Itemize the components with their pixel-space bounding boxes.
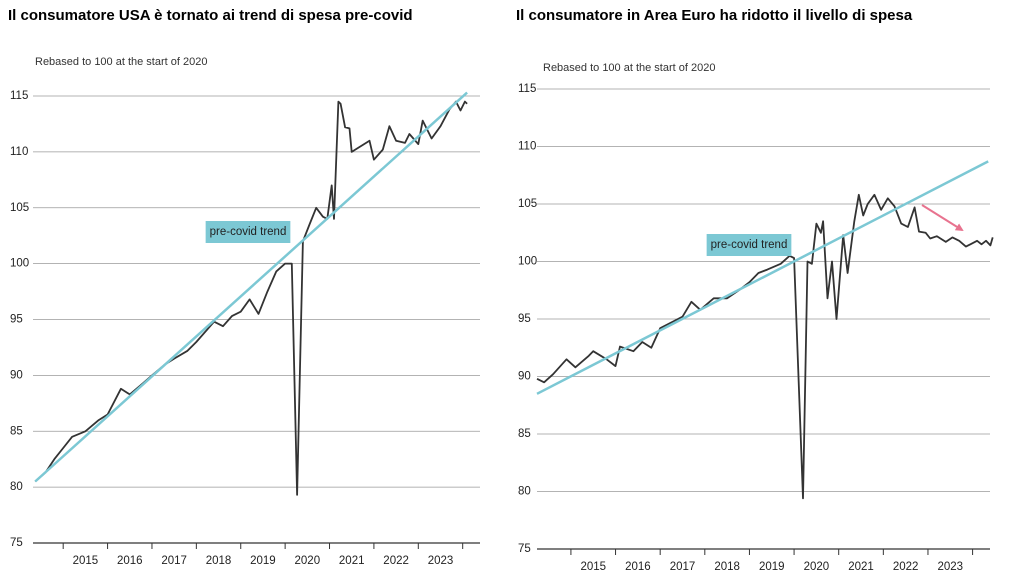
x-tick-label: 2015 bbox=[73, 555, 99, 567]
x-tick-label: 2019 bbox=[250, 555, 276, 567]
x-tick-label: 2019 bbox=[759, 561, 785, 571]
y-tick-label: 110 bbox=[10, 146, 28, 158]
x-tick-label: 2017 bbox=[161, 555, 187, 567]
y-tick-label: 85 bbox=[518, 428, 531, 440]
x-tick-label: 2018 bbox=[206, 555, 232, 567]
y-tick-label: 100 bbox=[518, 256, 537, 268]
y-tick-label: 105 bbox=[10, 202, 29, 214]
x-tick-label: 2021 bbox=[848, 561, 874, 571]
y-tick-label: 105 bbox=[518, 198, 537, 210]
line bbox=[536, 193, 994, 500]
annotation: pre-covid trend bbox=[210, 226, 287, 238]
x-tick-label: 2022 bbox=[383, 555, 409, 567]
x-tick-label: 2023 bbox=[937, 561, 963, 571]
subtitle: Rebased to 100 at the start of 2020 bbox=[35, 56, 207, 68]
y-tick-label: 100 bbox=[10, 258, 29, 270]
annotation-box bbox=[205, 221, 291, 243]
x-tick-label: 2017 bbox=[670, 561, 696, 571]
x-tick-label: 2016 bbox=[117, 555, 143, 567]
x-tick-label: 2018 bbox=[714, 561, 740, 571]
line bbox=[536, 160, 989, 395]
x-tick-label: 2021 bbox=[339, 555, 365, 567]
y-tick-label: 95 bbox=[518, 313, 531, 325]
subtitle: Rebased to 100 at the start of 2020 bbox=[543, 62, 715, 74]
x-tick-label: 2022 bbox=[893, 561, 919, 571]
x-tick-label: 2015 bbox=[580, 561, 606, 571]
chart-title: Il consumatore USA è tornato ai trend di… bbox=[8, 7, 413, 24]
y-tick-label: 115 bbox=[10, 90, 28, 102]
arrow bbox=[921, 204, 964, 232]
y-tick-label: 80 bbox=[518, 486, 531, 498]
y-tick-label: 90 bbox=[518, 371, 531, 383]
chart-title: Il consumatore in Area Euro ha ridotto i… bbox=[516, 7, 913, 24]
annotation-box bbox=[706, 234, 792, 256]
y-tick-label: 85 bbox=[10, 425, 23, 437]
y-tick-label: 75 bbox=[518, 543, 531, 555]
y-tick-label: 115 bbox=[518, 83, 536, 95]
x-tick-label: 2020 bbox=[295, 555, 321, 567]
y-tick-label: 95 bbox=[10, 314, 23, 326]
x-tick-label: 2016 bbox=[625, 561, 651, 571]
x-tick-label: 2020 bbox=[804, 561, 830, 571]
x-tick-label: 2023 bbox=[428, 555, 454, 567]
y-tick-label: 80 bbox=[10, 481, 23, 493]
line bbox=[34, 91, 468, 483]
y-tick-label: 90 bbox=[10, 369, 23, 381]
y-tick-label: 75 bbox=[10, 537, 23, 549]
y-tick-label: 110 bbox=[518, 141, 536, 153]
annotation: pre-covid trend bbox=[711, 239, 788, 251]
line bbox=[34, 100, 468, 496]
